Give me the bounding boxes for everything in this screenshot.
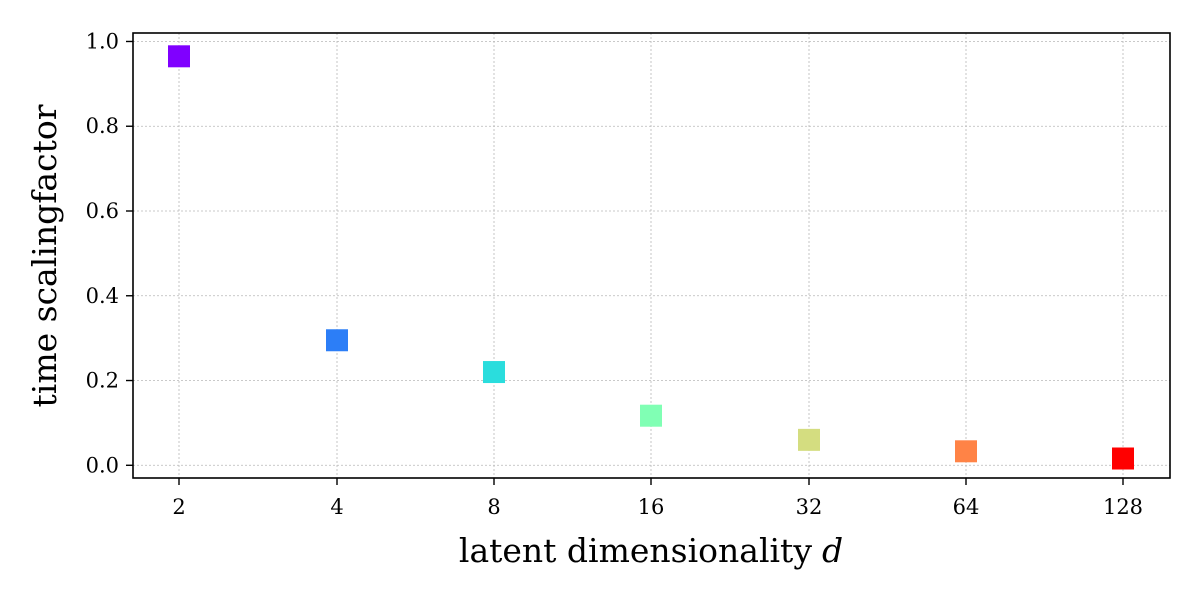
x-tick-label: 4 xyxy=(330,495,343,519)
y-tick-label: 0.2 xyxy=(86,369,119,393)
data-point-d32 xyxy=(798,428,820,451)
x-axis-variable: d xyxy=(822,531,843,570)
y-tick-label: 0.8 xyxy=(86,114,119,138)
data-point-d8 xyxy=(483,361,505,384)
x-tick-label: 2 xyxy=(172,495,185,519)
data-point-d16 xyxy=(640,404,662,427)
x-tick-label: 32 xyxy=(796,495,823,519)
x-tick-label: 64 xyxy=(953,495,980,519)
y-axis-label: time scalingfactor xyxy=(25,104,64,407)
x-tick-label: 128 xyxy=(1103,495,1143,519)
data-point-d64 xyxy=(955,440,977,463)
y-tick-label: 1.0 xyxy=(86,29,119,53)
y-tick-label: 0.0 xyxy=(86,453,119,477)
data-points xyxy=(168,45,1134,470)
x-tick-label: 16 xyxy=(638,495,665,519)
x-axis-label-text: latent dimensionality xyxy=(459,531,812,570)
data-point-d4 xyxy=(326,329,348,352)
grid-lines xyxy=(133,33,1170,478)
x-axis-label: latent dimensionality d xyxy=(459,531,843,570)
y-tick-label: 0.4 xyxy=(86,284,119,308)
x-tick-label: 8 xyxy=(487,495,500,519)
data-point-d2 xyxy=(168,45,190,68)
axis-ticks: 2 4 8 16 32 64 128 0.0 0.2 0.4 0.6 0.8 1.0 xyxy=(86,29,1143,519)
y-tick-label: 0.6 xyxy=(86,199,119,223)
data-point-d128 xyxy=(1112,447,1134,470)
